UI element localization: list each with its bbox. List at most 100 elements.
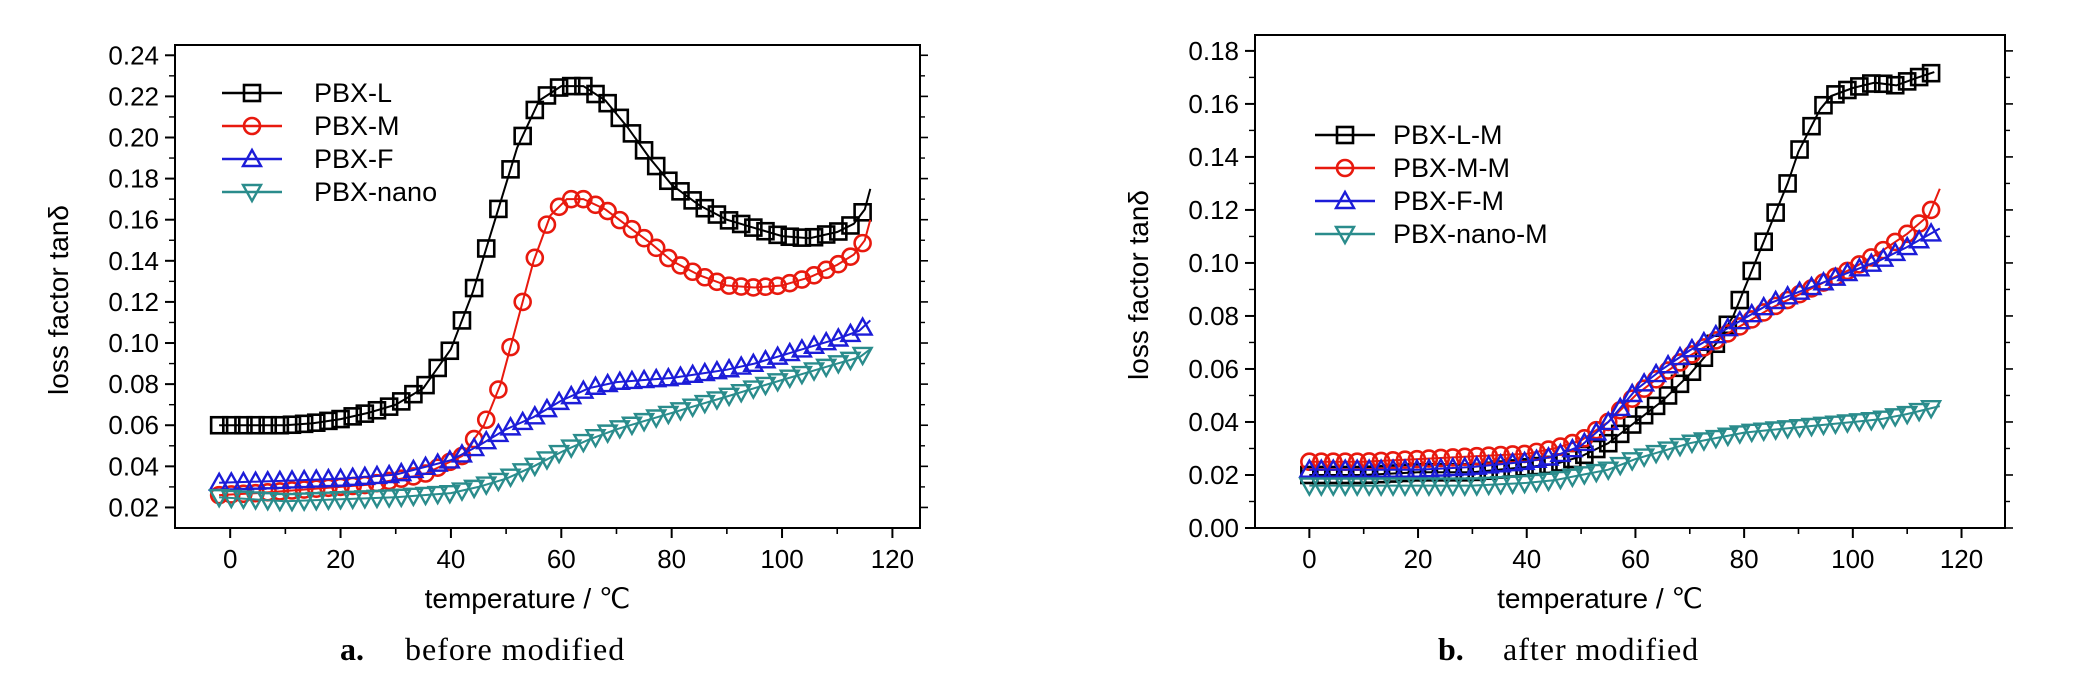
data-point [853, 203, 872, 222]
data-point [1921, 200, 1941, 220]
data-point [549, 78, 569, 97]
data-point [730, 383, 753, 404]
data-point [841, 216, 860, 235]
data-point [306, 479, 326, 499]
data-point [256, 491, 279, 512]
data-point [608, 370, 631, 391]
data-point [319, 411, 338, 431]
chart-panel-b: 0 20 40 60 80 100 120 0.00 0.02 0.04 0.06 0.08 0.10 0… [1123, 34, 2013, 614]
series-pbx-nano [208, 346, 874, 513]
data-point [1310, 458, 1333, 478]
data-point [719, 276, 739, 295]
caption-a-text: before modified [405, 631, 625, 667]
data-point [1597, 461, 1620, 482]
data-point [1621, 382, 1644, 403]
data-point [525, 100, 545, 120]
y-axis-title: loss factor tanδ [1123, 190, 1154, 380]
data-point [560, 439, 583, 459]
data-point [816, 225, 836, 244]
data-point [634, 141, 654, 160]
data-point [804, 227, 824, 247]
data-point [1812, 416, 1835, 437]
data-point [659, 171, 678, 191]
data-point [1298, 477, 1321, 498]
y-tick-label: 0.14 [1188, 142, 1239, 172]
data-point [1838, 80, 1857, 100]
data-point [209, 415, 229, 435]
data-point [1860, 411, 1883, 432]
data-point [790, 365, 813, 386]
data-point [705, 391, 728, 411]
legend-marker [240, 147, 264, 168]
data-point [620, 416, 643, 437]
data-point [280, 469, 304, 489]
data-point [1680, 434, 1704, 455]
data-point [1549, 470, 1572, 491]
data-point [294, 480, 314, 499]
data-point [853, 233, 872, 253]
data-point [1393, 477, 1417, 498]
data-point [693, 361, 716, 382]
data-point [1668, 437, 1692, 458]
data-point [1740, 423, 1763, 444]
data-point [1716, 427, 1739, 448]
legend-label: PBX-F-M [1393, 186, 1504, 216]
data-point [731, 214, 751, 234]
legend-label: PBX-L-M [1393, 120, 1503, 150]
data-point [742, 380, 765, 401]
data-point [561, 189, 581, 209]
data-point [1370, 477, 1393, 498]
data-point [1908, 402, 1931, 423]
data-point [620, 369, 643, 390]
data-point [1610, 424, 1630, 444]
data-point [633, 368, 656, 389]
data-point [1658, 386, 1678, 405]
data-point [756, 221, 775, 241]
x-tick-label: 40 [436, 544, 465, 574]
data-point [731, 277, 751, 296]
data-point [1573, 431, 1596, 452]
data-point [1513, 450, 1536, 471]
data-point [1455, 447, 1475, 467]
data-point [317, 491, 340, 512]
data-point [244, 470, 267, 490]
data-point [1513, 474, 1536, 495]
data-point [282, 481, 302, 500]
plot-frame [174, 44, 921, 529]
data-point [657, 366, 680, 387]
data-point [450, 482, 474, 503]
data-point [1395, 450, 1415, 470]
caption-b-letter: b. [1438, 631, 1464, 667]
data-point [768, 225, 787, 245]
data-point [1322, 477, 1345, 498]
data-point [280, 492, 304, 513]
data-point [1477, 453, 1500, 474]
data-point [513, 292, 532, 312]
data-point [1322, 458, 1345, 478]
data-point [1381, 458, 1405, 478]
data-point [329, 467, 352, 487]
y-tick-label: 0.00 [1188, 513, 1239, 543]
data-point [610, 108, 630, 128]
data-point [705, 359, 728, 380]
data-point [669, 365, 692, 385]
data-point [596, 372, 619, 393]
data-point [1656, 441, 1680, 461]
legend-marker [1335, 158, 1355, 178]
data-point [1788, 418, 1811, 439]
data-point [1920, 221, 1943, 242]
data-point [1598, 433, 1618, 453]
series-line [219, 85, 872, 427]
data-point [1884, 408, 1907, 428]
data-point [487, 472, 510, 493]
data-point [610, 210, 630, 230]
data-point [1585, 463, 1608, 484]
data-point [1465, 477, 1488, 497]
data-point [1597, 410, 1620, 431]
legend-label: PBX-L [314, 78, 392, 108]
legend-marker [1333, 189, 1357, 210]
data-point [329, 491, 352, 511]
data-point [1742, 261, 1762, 281]
data-point [802, 362, 826, 382]
x-tick-label: 60 [547, 544, 576, 574]
